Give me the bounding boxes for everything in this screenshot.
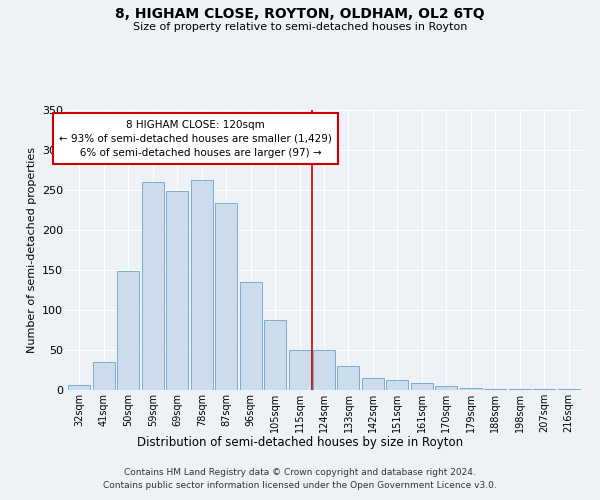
Bar (509, 389, 530, 390)
Bar (435, 386, 457, 390)
Bar (289, 350, 311, 390)
Bar (337, 366, 359, 390)
Bar (93, 362, 115, 390)
Bar (166, 191, 188, 390)
Text: Distribution of semi-detached houses by size in Royton: Distribution of semi-detached houses by … (137, 436, 463, 449)
Text: Contains public sector information licensed under the Open Government Licence v3: Contains public sector information licen… (103, 482, 497, 490)
Bar (460, 388, 482, 390)
Text: 8 HIGHAM CLOSE: 120sqm
← 93% of semi-detached houses are smaller (1,429)
   6% o: 8 HIGHAM CLOSE: 120sqm ← 93% of semi-det… (59, 120, 332, 158)
Text: 8, HIGHAM CLOSE, ROYTON, OLDHAM, OL2 6TQ: 8, HIGHAM CLOSE, ROYTON, OLDHAM, OL2 6TQ (115, 8, 485, 22)
Bar (557, 389, 580, 390)
Bar (191, 180, 213, 390)
Bar (239, 282, 262, 390)
Bar (411, 383, 433, 390)
Text: Size of property relative to semi-detached houses in Royton: Size of property relative to semi-detach… (133, 22, 467, 32)
Bar (313, 350, 335, 390)
Bar (118, 271, 139, 390)
Bar (386, 380, 409, 390)
Bar (142, 182, 164, 390)
Bar (362, 378, 384, 390)
Bar (264, 320, 286, 390)
Bar (68, 385, 91, 390)
Bar (484, 389, 506, 390)
Y-axis label: Number of semi-detached properties: Number of semi-detached properties (26, 147, 37, 353)
Bar (215, 203, 237, 390)
Bar (533, 389, 555, 390)
Text: Contains HM Land Registry data © Crown copyright and database right 2024.: Contains HM Land Registry data © Crown c… (124, 468, 476, 477)
